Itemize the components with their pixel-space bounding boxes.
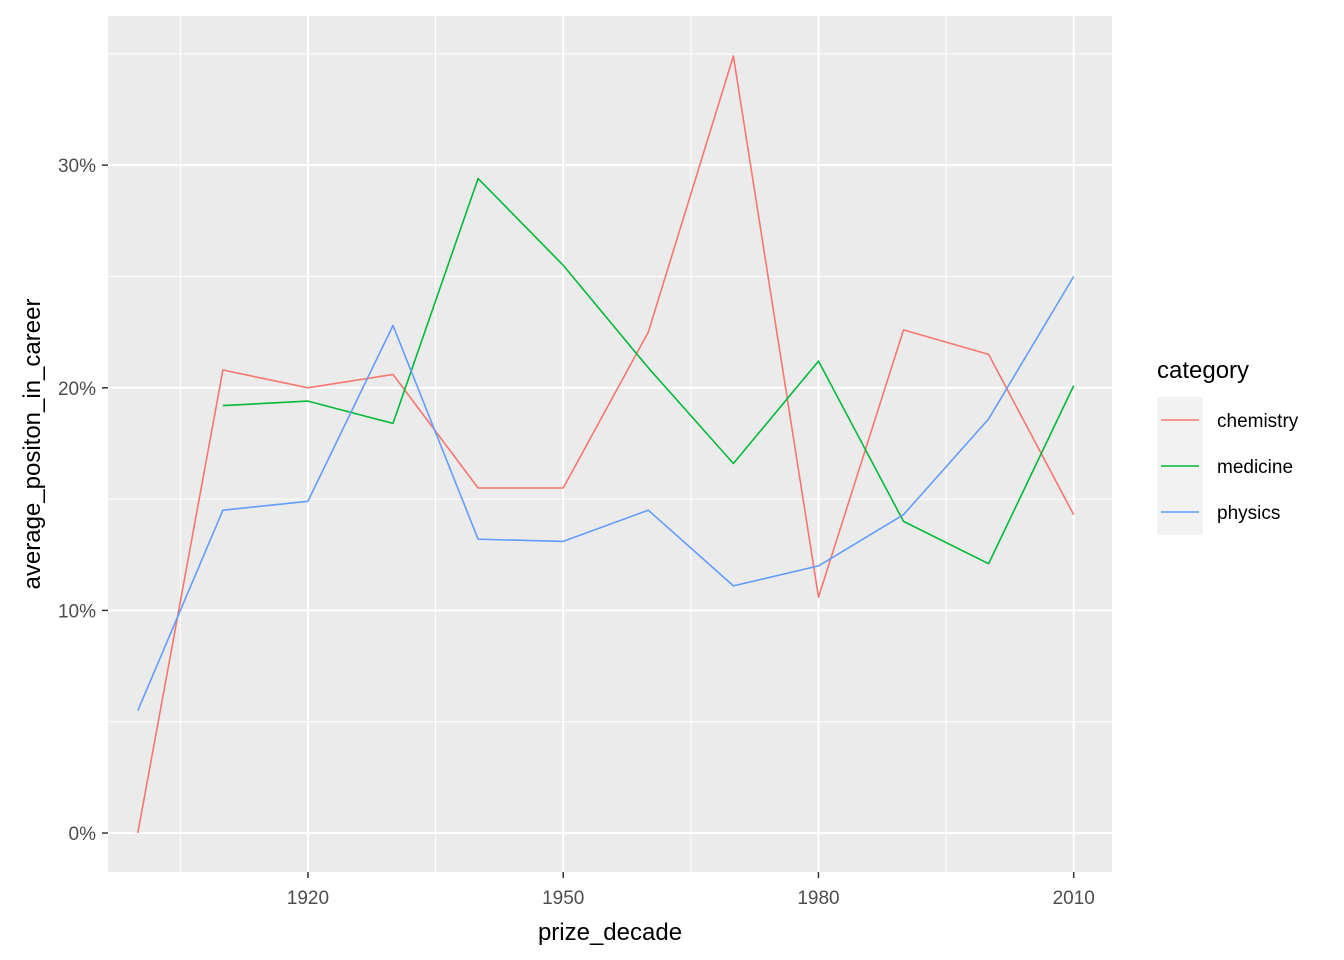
x-axis-title: prize_decade — [538, 919, 682, 946]
series-line-medicine — [222, 177, 1075, 565]
y-tick-label: 20% — [58, 379, 96, 400]
legend-label-medicine: medicine — [1217, 457, 1293, 478]
x-axis: 1920 1950 1980 2010 — [287, 872, 1095, 909]
plot-panel — [108, 16, 1112, 872]
minor-gridlines — [108, 16, 1112, 872]
y-tick-label: 0% — [69, 824, 97, 845]
series-lines — [137, 55, 1075, 834]
y-tick-label: 10% — [58, 601, 96, 622]
x-tick-label: 2010 — [1053, 888, 1095, 909]
x-tick-label: 1980 — [797, 888, 839, 909]
legend-items: chemistry medicine physics — [1161, 411, 1299, 524]
x-tick-label: 1920 — [287, 888, 329, 909]
series-line-chemistry — [137, 55, 1075, 834]
legend-title: category — [1157, 357, 1249, 384]
x-tick-label: 1950 — [542, 888, 584, 909]
y-axis: 0% 10% 20% 30% — [58, 156, 108, 845]
series-line-physics — [137, 276, 1075, 711]
legend-label-physics: physics — [1217, 503, 1280, 524]
legend: category chemistry medicine physics — [1157, 357, 1299, 535]
y-tick-label: 30% — [58, 156, 96, 177]
legend-label-chemistry: chemistry — [1217, 411, 1299, 432]
major-gridlines — [108, 16, 1112, 872]
y-axis-title: average_positon_in_career — [19, 299, 46, 590]
